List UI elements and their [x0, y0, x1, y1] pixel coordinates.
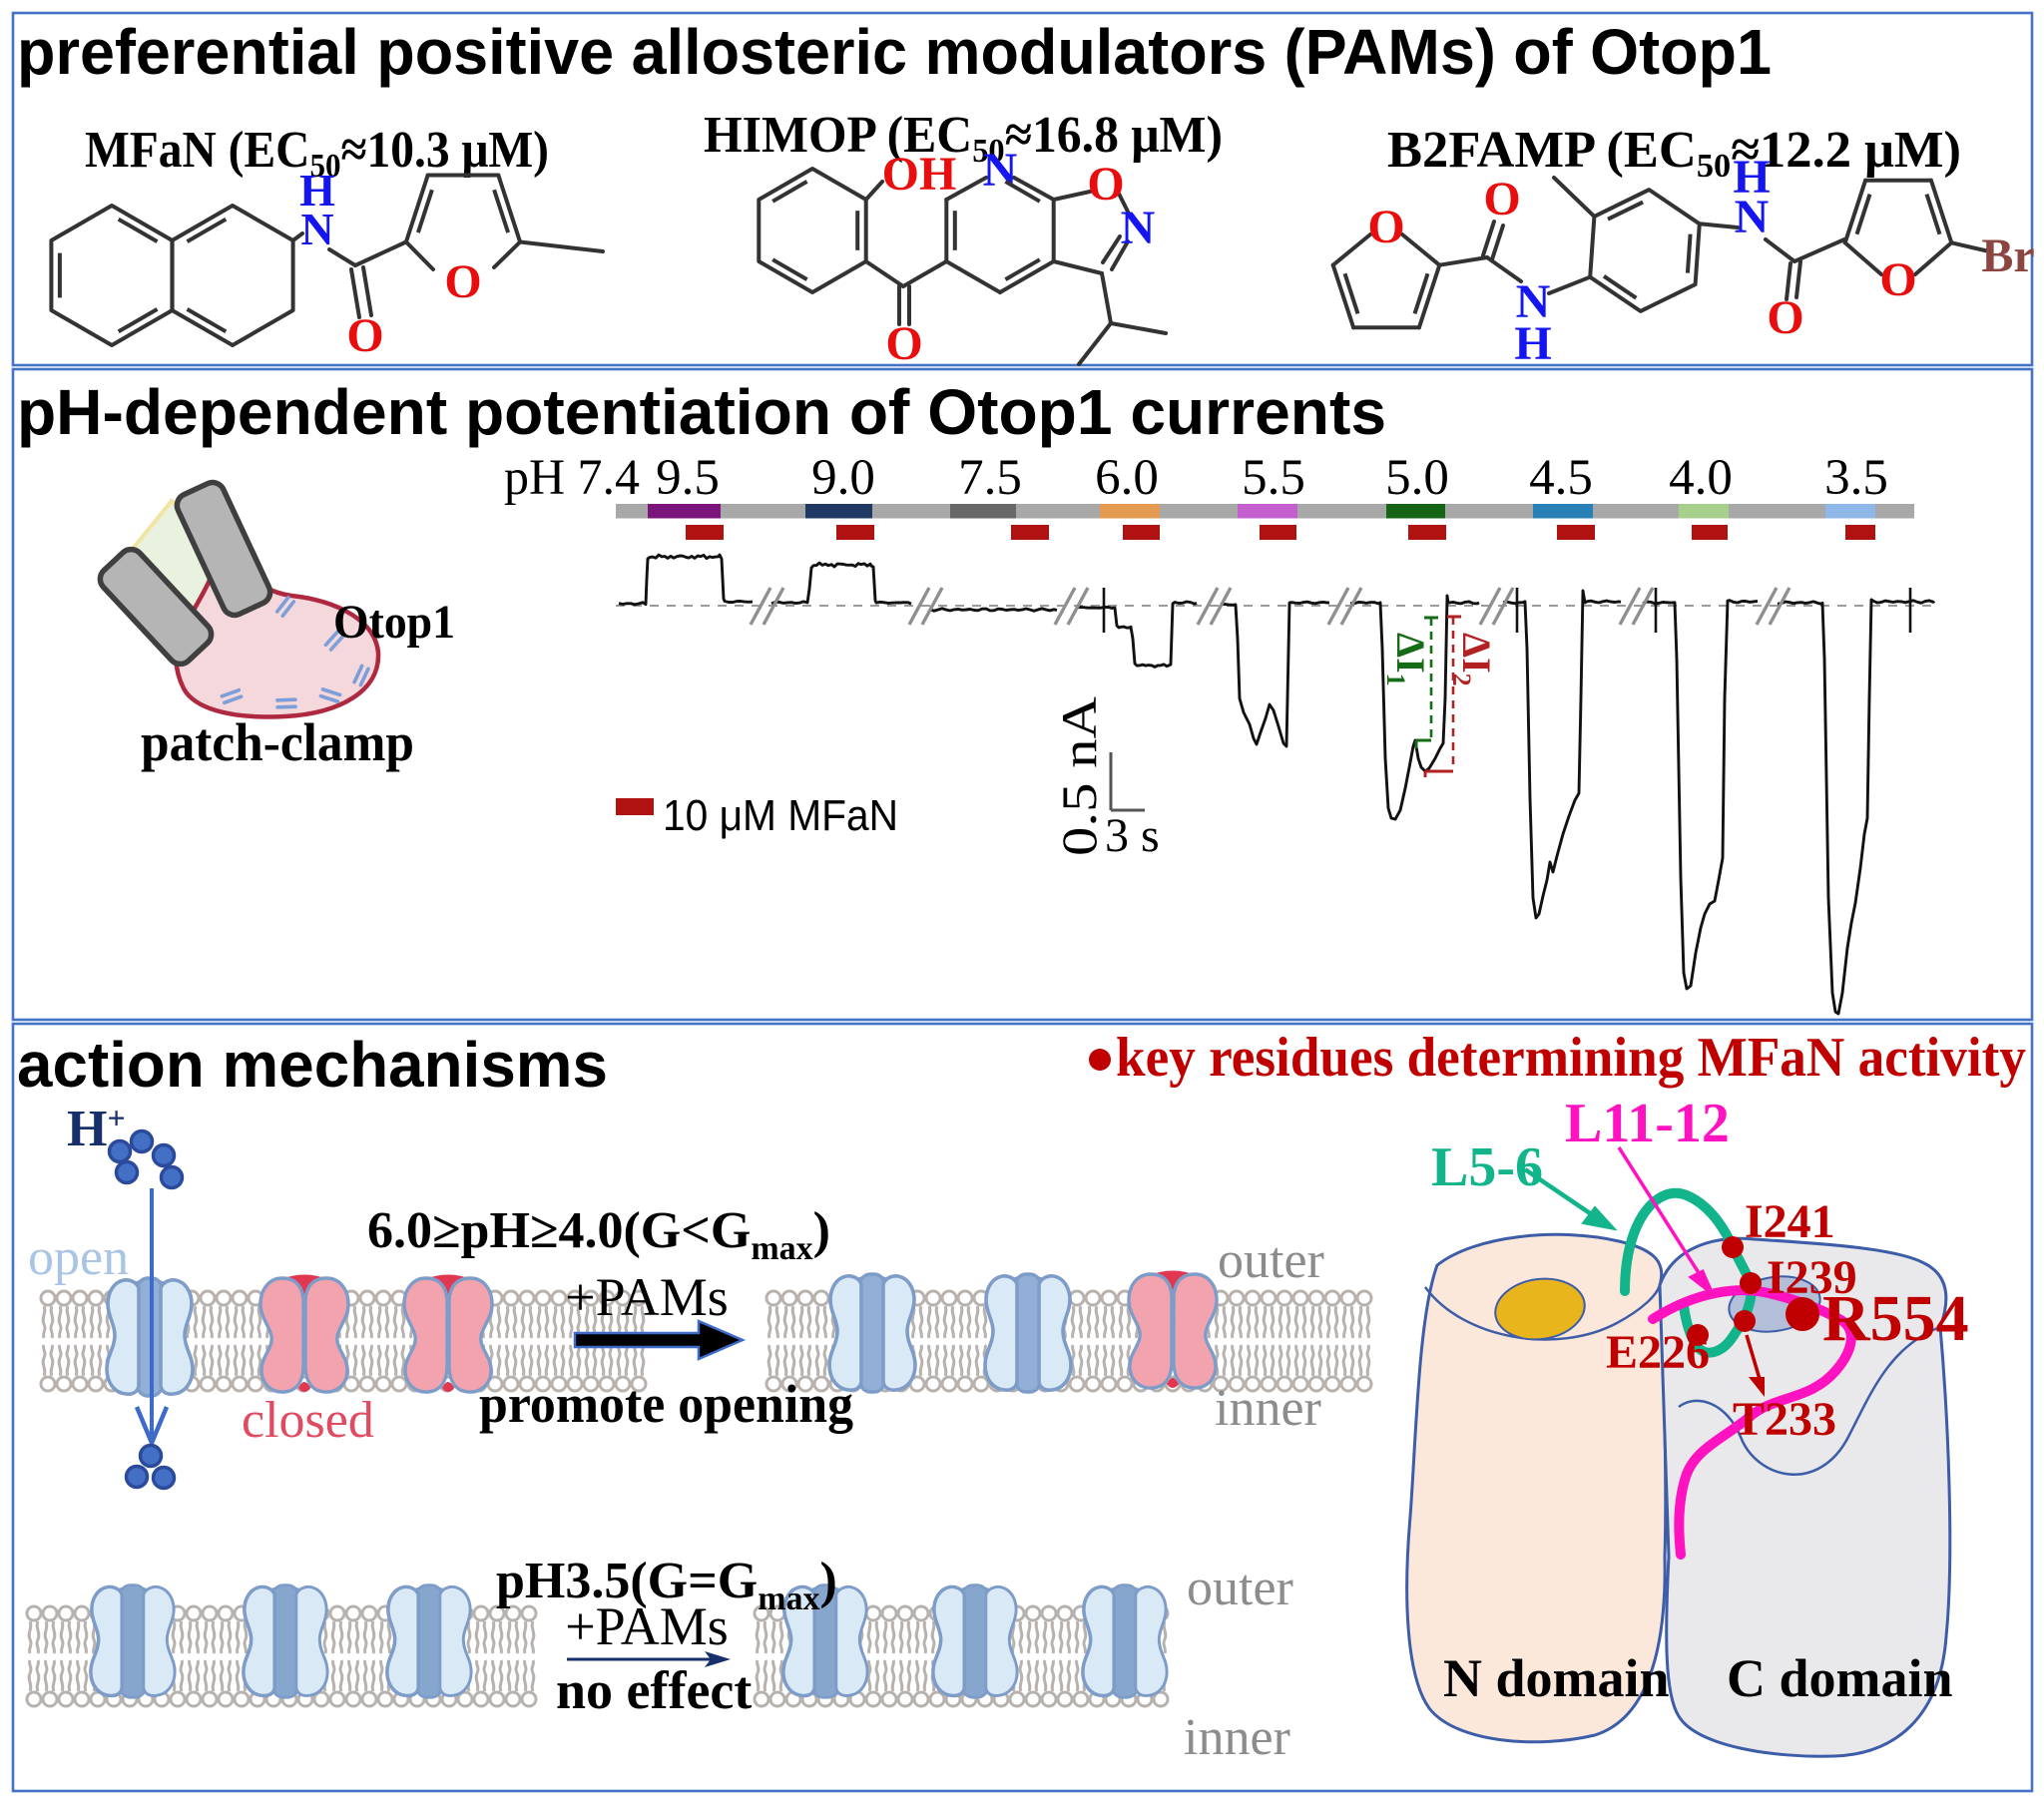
svg-text:O: O	[1087, 158, 1124, 211]
svg-text:10 μM MFaN: 10 μM MFaN	[663, 791, 898, 840]
svg-text:+PAMs: +PAMs	[565, 1267, 729, 1327]
svg-text:N domain: N domain	[1443, 1648, 1670, 1708]
svg-text:H: H	[1733, 151, 1770, 204]
svg-text:B2FAMP (EC50≈12.2 μM): B2FAMP (EC50≈12.2 μM)	[1387, 122, 1961, 185]
svg-text:inner: inner	[1215, 1380, 1321, 1437]
svg-text:5.0: 5.0	[1385, 450, 1449, 506]
svg-text:I239: I239	[1767, 1251, 1857, 1304]
svg-text:Otop1: Otop1	[333, 596, 455, 649]
svg-text:O: O	[1483, 173, 1520, 225]
svg-text:Br: Br	[1981, 229, 2034, 282]
svg-text:N: N	[1516, 275, 1551, 328]
svg-text:inner: inner	[1184, 1709, 1290, 1766]
svg-text:L5-6: L5-6	[1431, 1136, 1543, 1198]
svg-text:T233: T233	[1733, 1393, 1836, 1446]
svg-text:6.0: 6.0	[1095, 450, 1159, 506]
svg-text:pH-dependent potentiation of O: pH-dependent potentiation of Otop1 curre…	[17, 376, 1386, 448]
svg-text:+PAMs: +PAMs	[565, 1596, 729, 1656]
svg-text:H: H	[299, 165, 335, 216]
svg-text:3 s: 3 s	[1105, 809, 1160, 862]
svg-text:patch-clamp: patch-clamp	[141, 712, 414, 772]
svg-text:N: N	[300, 204, 333, 254]
svg-text:open: open	[28, 1229, 129, 1286]
svg-text:N: N	[1121, 202, 1156, 254]
svg-text:O: O	[444, 255, 481, 308]
svg-text:action mechanisms: action mechanisms	[17, 1029, 608, 1101]
svg-text:closed: closed	[242, 1392, 374, 1449]
svg-text:H: H	[1514, 317, 1551, 370]
svg-text:E226: E226	[1606, 1326, 1710, 1379]
svg-text:C domain: C domain	[1727, 1648, 1953, 1708]
svg-text:O: O	[1367, 201, 1404, 253]
svg-text:OH: OH	[882, 148, 957, 201]
svg-text:O: O	[346, 309, 383, 362]
svg-text:key residues determining MFaN: key residues determining MFaN activity	[1116, 1027, 2026, 1089]
svg-text:5.5: 5.5	[1242, 450, 1305, 506]
svg-text:O: O	[1767, 291, 1803, 344]
svg-text:O: O	[885, 317, 922, 370]
svg-text:N: N	[983, 144, 1018, 197]
svg-text:promote opening: promote opening	[479, 1374, 853, 1434]
svg-text:pH 7.4: pH 7.4	[504, 450, 640, 506]
svg-text:O: O	[1879, 253, 1916, 306]
svg-text:no effect: no effect	[556, 1660, 752, 1720]
svg-text:I241: I241	[1745, 1195, 1835, 1248]
svg-text:0.5 nA: 0.5 nA	[1051, 696, 1107, 856]
svg-text:N: N	[1735, 191, 1770, 243]
svg-text:HIMOP (EC50≈16.8 μM): HIMOP (EC50≈16.8 μM)	[704, 107, 1223, 170]
svg-text:9.0: 9.0	[811, 450, 875, 506]
svg-text:outer: outer	[1187, 1560, 1293, 1616]
svg-text:3.5: 3.5	[1824, 450, 1888, 506]
svg-text:7.5: 7.5	[958, 450, 1022, 506]
svg-text:4.0: 4.0	[1669, 450, 1733, 506]
svg-text:9.5: 9.5	[656, 450, 720, 506]
svg-text:outer: outer	[1218, 1232, 1324, 1289]
svg-text:pH3.5(G=Gmax): pH3.5(G=Gmax)	[496, 1553, 837, 1617]
svg-text:R554: R554	[1822, 1282, 1969, 1355]
svg-text:L11-12: L11-12	[1565, 1093, 1730, 1154]
svg-text:4.5: 4.5	[1529, 450, 1593, 506]
svg-text:preferential positive alloster: preferential positive allosteric modulat…	[17, 16, 1772, 88]
